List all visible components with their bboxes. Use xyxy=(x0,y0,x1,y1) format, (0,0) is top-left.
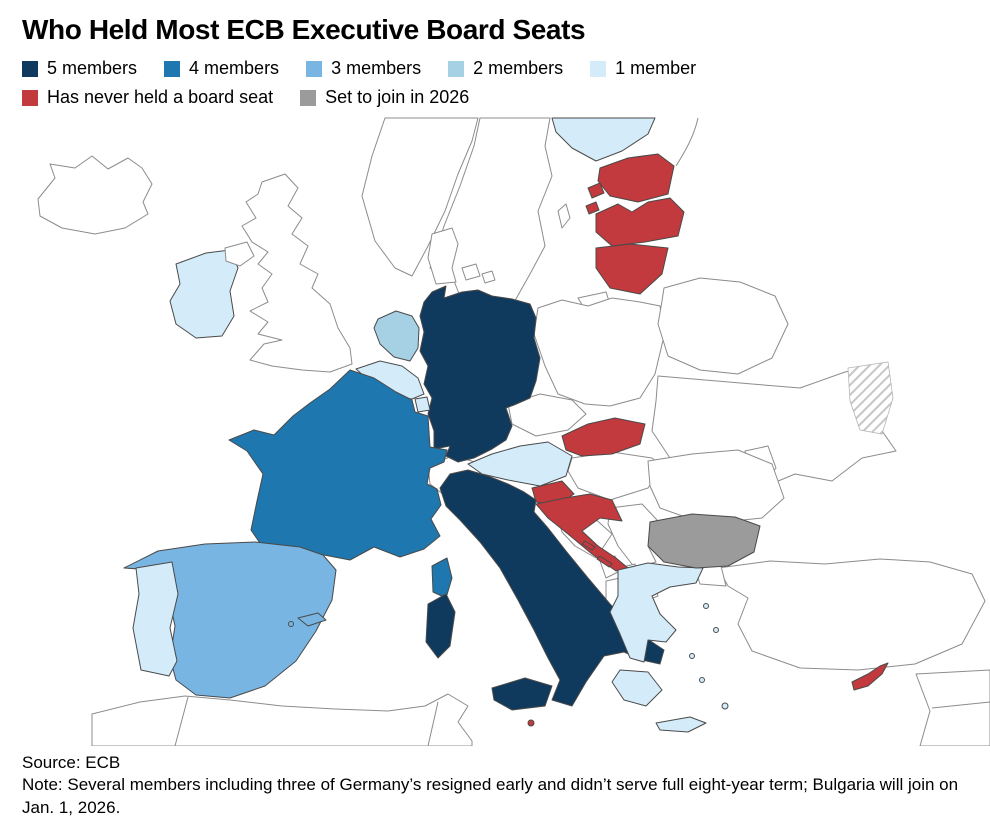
legend-label: 3 members xyxy=(331,58,422,78)
country-cyprus xyxy=(851,662,889,691)
legend-item: 2 members xyxy=(448,58,563,79)
country-bulgaria xyxy=(647,513,761,569)
legend-swatch xyxy=(590,60,607,77)
country-finland xyxy=(551,117,656,162)
country-united-kingdom xyxy=(241,173,353,373)
region-middle-east-coast xyxy=(915,669,990,746)
country-ireland xyxy=(169,249,239,339)
legend-item: 1 member xyxy=(590,58,696,79)
country-turkey xyxy=(717,558,986,671)
country-hungary xyxy=(567,451,663,501)
country-slovakia xyxy=(561,417,646,457)
country-czechia xyxy=(507,393,587,437)
page-title: Who Held Most ECB Executive Board Seats xyxy=(22,14,586,45)
legend-label: 2 members xyxy=(473,58,564,78)
legend-swatch xyxy=(22,89,38,106)
island-aegean xyxy=(703,603,709,609)
country-romania xyxy=(647,449,785,523)
island-crete xyxy=(655,716,707,733)
island-rhodes xyxy=(721,702,729,710)
legend-label: Has never held a board seat xyxy=(47,87,274,107)
country-germany xyxy=(419,285,541,463)
europe-choropleth-map xyxy=(0,116,990,746)
island-gotland xyxy=(557,203,571,229)
country-malta xyxy=(527,719,535,727)
country-estonia xyxy=(585,153,675,215)
legend-swatch xyxy=(306,60,323,77)
legend-row-1: 5 members 4 members 3 members 2 members 1 me… xyxy=(22,58,990,79)
country-belarus xyxy=(657,277,789,375)
legend-item: Set to join in 2026 xyxy=(300,87,469,108)
legend-swatch xyxy=(22,60,38,77)
legend-label: 1 member xyxy=(615,58,697,78)
islands-balearic xyxy=(297,612,327,627)
source-text: Source: ECB xyxy=(22,753,121,772)
legend-swatch xyxy=(164,60,181,77)
region-peloponnese xyxy=(611,669,663,707)
country-greece xyxy=(609,562,729,733)
legend-label: Set to join in 2026 xyxy=(325,87,470,107)
country-netherlands xyxy=(373,310,420,362)
country-croatia xyxy=(535,493,629,572)
footer: Source: ECB Note: Several members includ… xyxy=(22,752,972,819)
border-russia xyxy=(675,117,699,167)
country-austria xyxy=(467,441,573,487)
country-lithuania xyxy=(595,243,669,295)
note-text: Note: Several members including three of… xyxy=(22,775,959,817)
border-middle-east xyxy=(931,701,990,709)
country-denmark xyxy=(427,227,459,285)
country-portugal xyxy=(132,561,179,677)
island-corsica xyxy=(431,557,453,599)
country-norway xyxy=(361,117,479,277)
region-northern-ireland xyxy=(224,241,255,267)
legend-item: 3 members xyxy=(306,58,421,79)
country-latvia xyxy=(595,197,685,247)
country-poland xyxy=(533,297,665,407)
legend-item: Has never held a board seat xyxy=(22,87,273,108)
country-luxembourg xyxy=(414,396,431,413)
island-aegean xyxy=(689,653,695,659)
country-italy xyxy=(425,469,665,711)
legend-label: 4 members xyxy=(189,58,280,78)
region-north-africa-coast xyxy=(91,693,473,746)
border-north-africa xyxy=(174,696,439,746)
map-svg xyxy=(37,117,990,746)
disputed-area-hatched xyxy=(847,361,894,435)
legend-label: 5 members xyxy=(47,58,138,78)
legend-item: 4 members xyxy=(164,58,279,79)
legend-swatch xyxy=(448,60,465,77)
island-sardinia xyxy=(425,593,456,659)
legend-row-2: Has never held a board seat Set to join i… xyxy=(22,87,990,108)
country-france xyxy=(228,369,448,561)
country-denmark-islands xyxy=(461,263,496,284)
country-iceland xyxy=(37,155,153,235)
island-aegean xyxy=(699,677,705,683)
island-sicily xyxy=(491,677,553,711)
island-ibiza xyxy=(288,621,294,627)
island-aegean xyxy=(713,627,719,633)
legend: 5 members 4 members 3 members 2 members 1 me… xyxy=(22,58,990,108)
legend-item: 5 members xyxy=(22,58,137,79)
legend-swatch xyxy=(300,89,317,106)
